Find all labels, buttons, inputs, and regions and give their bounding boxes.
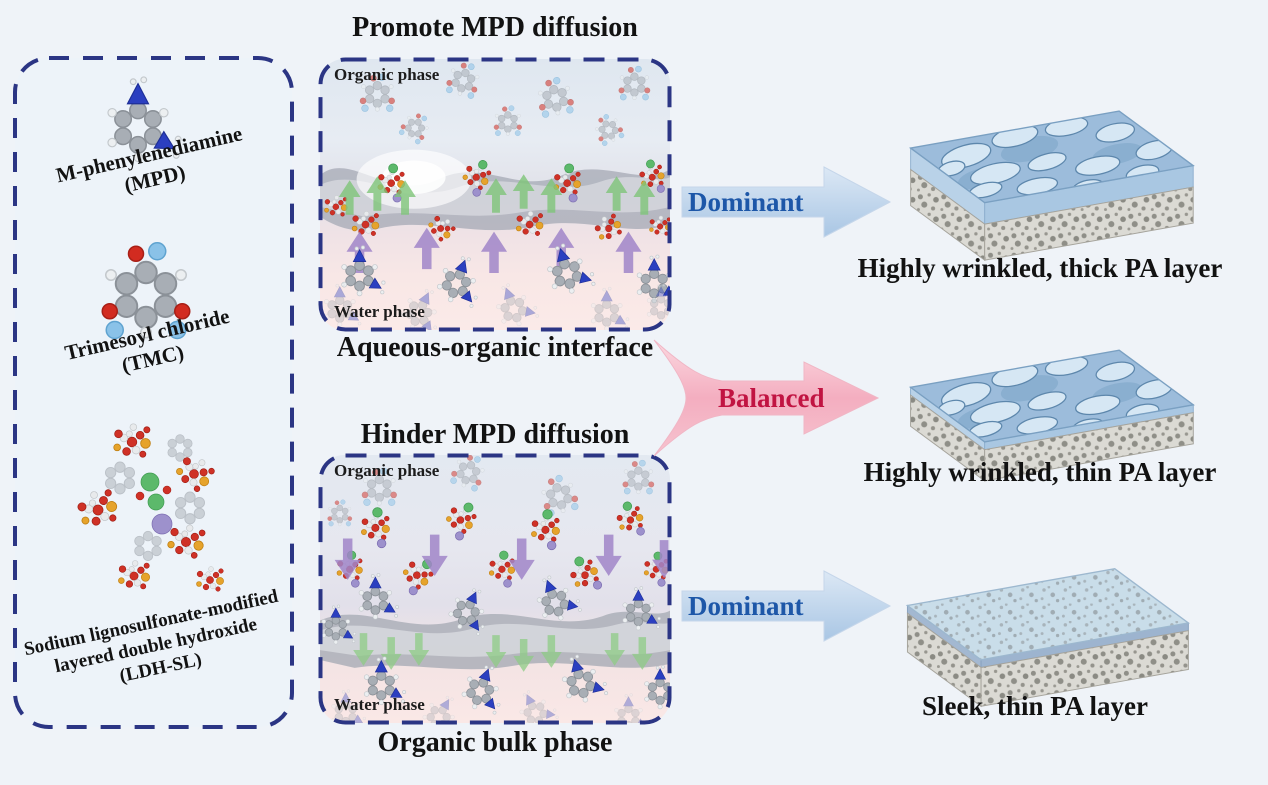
- interface-scene: [320, 59, 670, 330]
- bulk-panel-caption: Organic bulk phase: [377, 727, 613, 758]
- balanced-arrow: Balanced: [652, 336, 890, 460]
- balanced-arrow-label: Balanced: [718, 382, 825, 413]
- membrane-thin-wrinkled: [908, 349, 1195, 482]
- organic-bulk-phase-panel: Organic phase Water phase: [318, 453, 672, 725]
- dominant-arrow-top-shape: [681, 166, 892, 238]
- reagents-panel: [12, 55, 295, 730]
- balanced-arrow-shape: [653, 339, 880, 457]
- dominant-arrow-bottom-shape: [681, 570, 892, 642]
- membrane-thick-wrinkled: [908, 110, 1195, 262]
- membrane-caption-3: Sleek, thin PA layer: [922, 691, 1148, 721]
- reagents-panel-border: [13, 56, 294, 729]
- membrane-caption-2: Highly wrinkled, thin PA layer: [863, 457, 1217, 487]
- dominant-arrow-top-label: Dominant: [688, 186, 804, 217]
- membrane-caption-1: Highly wrinkled, thick PA layer: [857, 253, 1223, 283]
- bulk-organic-phase-label: Organic phase: [334, 461, 440, 480]
- dominant-arrow-bottom-label: Dominant: [688, 590, 804, 621]
- bulk-water-phase-label: Water phase: [334, 695, 425, 714]
- bulk-panel-title: Hinder MPD diffusion: [360, 419, 630, 450]
- aqueous-organic-interface-panel: Organic phase Water phase: [318, 57, 672, 332]
- interface-panel-title: Promote MPD diffusion: [352, 12, 638, 43]
- membrane-sleek: [905, 567, 1191, 708]
- interface-panel-caption: Aqueous-organic interface: [336, 332, 654, 363]
- dominant-arrow-bottom: Dominant: [676, 550, 896, 662]
- ldh-molecule: [73, 423, 224, 592]
- dominant-arrow-top: Dominant: [676, 146, 896, 258]
- interface-water-phase-label: Water phase: [334, 302, 425, 321]
- bulk-scene: [320, 455, 670, 723]
- interface-organic-phase-label: Organic phase: [334, 65, 440, 84]
